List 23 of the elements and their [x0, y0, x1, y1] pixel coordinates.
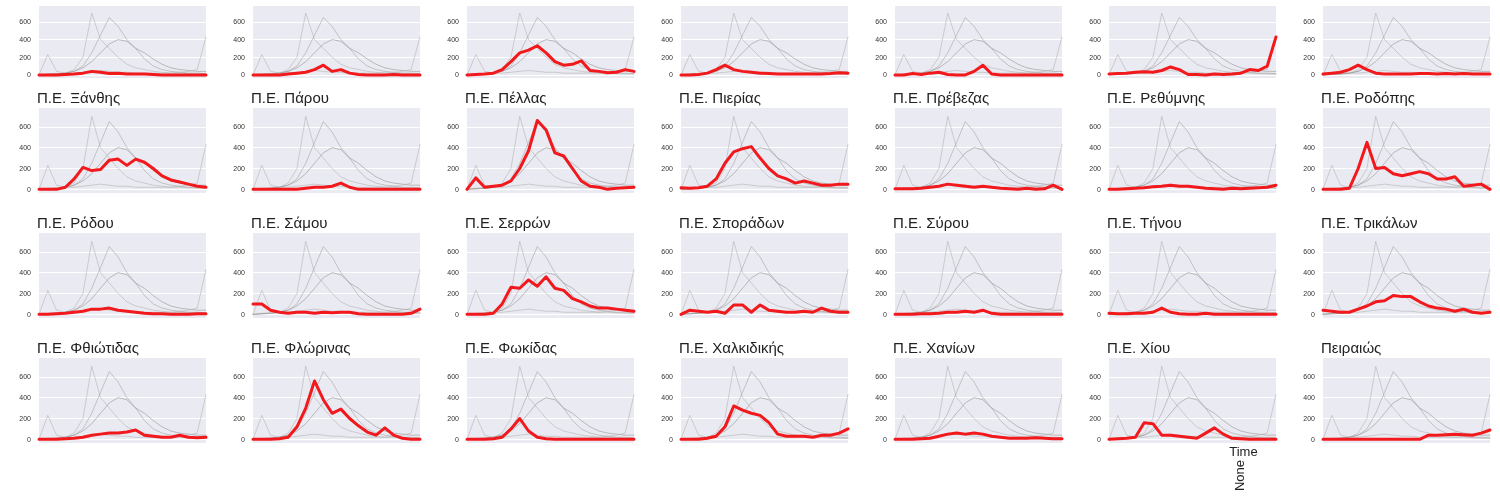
chart-title: Π.Ε. Σποράδων: [679, 214, 785, 231]
chart-title: Π.Ε. Τρικάλων: [1321, 214, 1418, 231]
chart-title: Π.Ε. Χαλκιδικής: [679, 339, 785, 356]
chart-title: Π.Ε. Φλώρινας: [251, 339, 351, 356]
y-axis-title: None: [1232, 460, 1248, 492]
chart-title: Π.Ε. Πρέβεζας: [893, 89, 990, 106]
chart-title: Π.Ε. Φωκίδας: [465, 339, 558, 356]
chart-title: Π.Ε. Φθιώτιδας: [37, 339, 139, 356]
chart-title: Π.Ε. Πιερίας: [679, 89, 761, 106]
chart-title: Π.Ε. Ρόδου: [37, 214, 114, 231]
chart-title: Π.Ε. Ξάνθης: [37, 89, 121, 106]
chart-title: Π.Ε. Σύρου: [893, 214, 969, 231]
chart-title: Π.Ε. Ροδόπης: [1321, 89, 1416, 106]
chart-title: Π.Ε. Χανίων: [893, 339, 976, 356]
chart-title: Π.Ε. Χίου: [1107, 339, 1171, 356]
chart-title: Π.Ε. Πέλλας: [465, 89, 547, 106]
chart-title: Π.Ε. Τήνου: [1107, 214, 1182, 231]
chart-title: Π.Ε. Σάμου: [251, 214, 328, 231]
x-axis-title: Time: [1229, 444, 1258, 459]
chart-title: Πειραιώς: [1321, 339, 1382, 356]
chart-title: Π.Ε. Σερρών: [465, 214, 551, 231]
chart-title: Π.Ε. Πάρου: [251, 89, 329, 106]
chart-title: Π.Ε. Ρεθύμνης: [1107, 89, 1206, 106]
